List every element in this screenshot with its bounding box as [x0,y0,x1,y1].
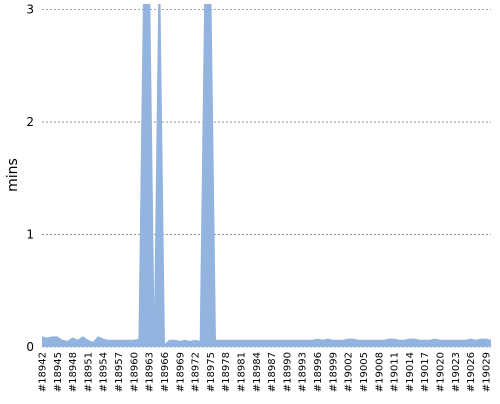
x-tick-label: #18972 [191,352,202,392]
x-tick-label: #18948 [68,352,79,392]
y-axis-label: mins [5,158,21,192]
x-tick-label: #18993 [298,352,309,392]
x-tick-label: #18981 [236,352,247,392]
x-tick-label: #19020 [435,352,446,392]
x-tick-label: #19017 [420,352,431,392]
x-tick-label: #18945 [53,352,64,392]
x-tick-label: #18963 [145,352,156,392]
x-tick-label: #18987 [267,352,278,392]
x-tick-label: #18960 [129,352,140,392]
y-tick-label: 3 [26,3,34,17]
area [42,4,491,347]
x-tick-label: #18984 [252,352,263,392]
x-tick-label: #18969 [175,352,186,392]
x-tick-label: #18954 [99,352,110,392]
x-tick-label: #18966 [160,352,171,392]
x-tick-label: #19005 [359,352,370,392]
x-tick-label: #18999 [328,352,339,392]
x-tick-label: #18942 [38,352,49,392]
x-tick-label: #19023 [451,352,462,392]
x-tick-label: #19011 [390,352,401,392]
x-tick-label: #18957 [114,352,125,392]
x-tick-label: #19002 [344,352,355,392]
x-tick-label: #18996 [313,352,324,392]
x-tick-label: #18951 [83,352,94,392]
x-tick-label: #19029 [481,352,492,392]
y-tick-label: 2 [26,115,34,129]
x-tick-label: #19026 [466,352,477,392]
x-tick-label: #18978 [221,352,232,392]
y-tick-label: 1 [26,228,34,242]
x-tick-label: #19008 [374,352,385,392]
x-tick-label: #18975 [206,352,217,392]
x-tick-label: #18990 [282,352,293,392]
x-tick-label: #19014 [405,352,416,392]
y-tick-label: 0 [26,340,34,354]
